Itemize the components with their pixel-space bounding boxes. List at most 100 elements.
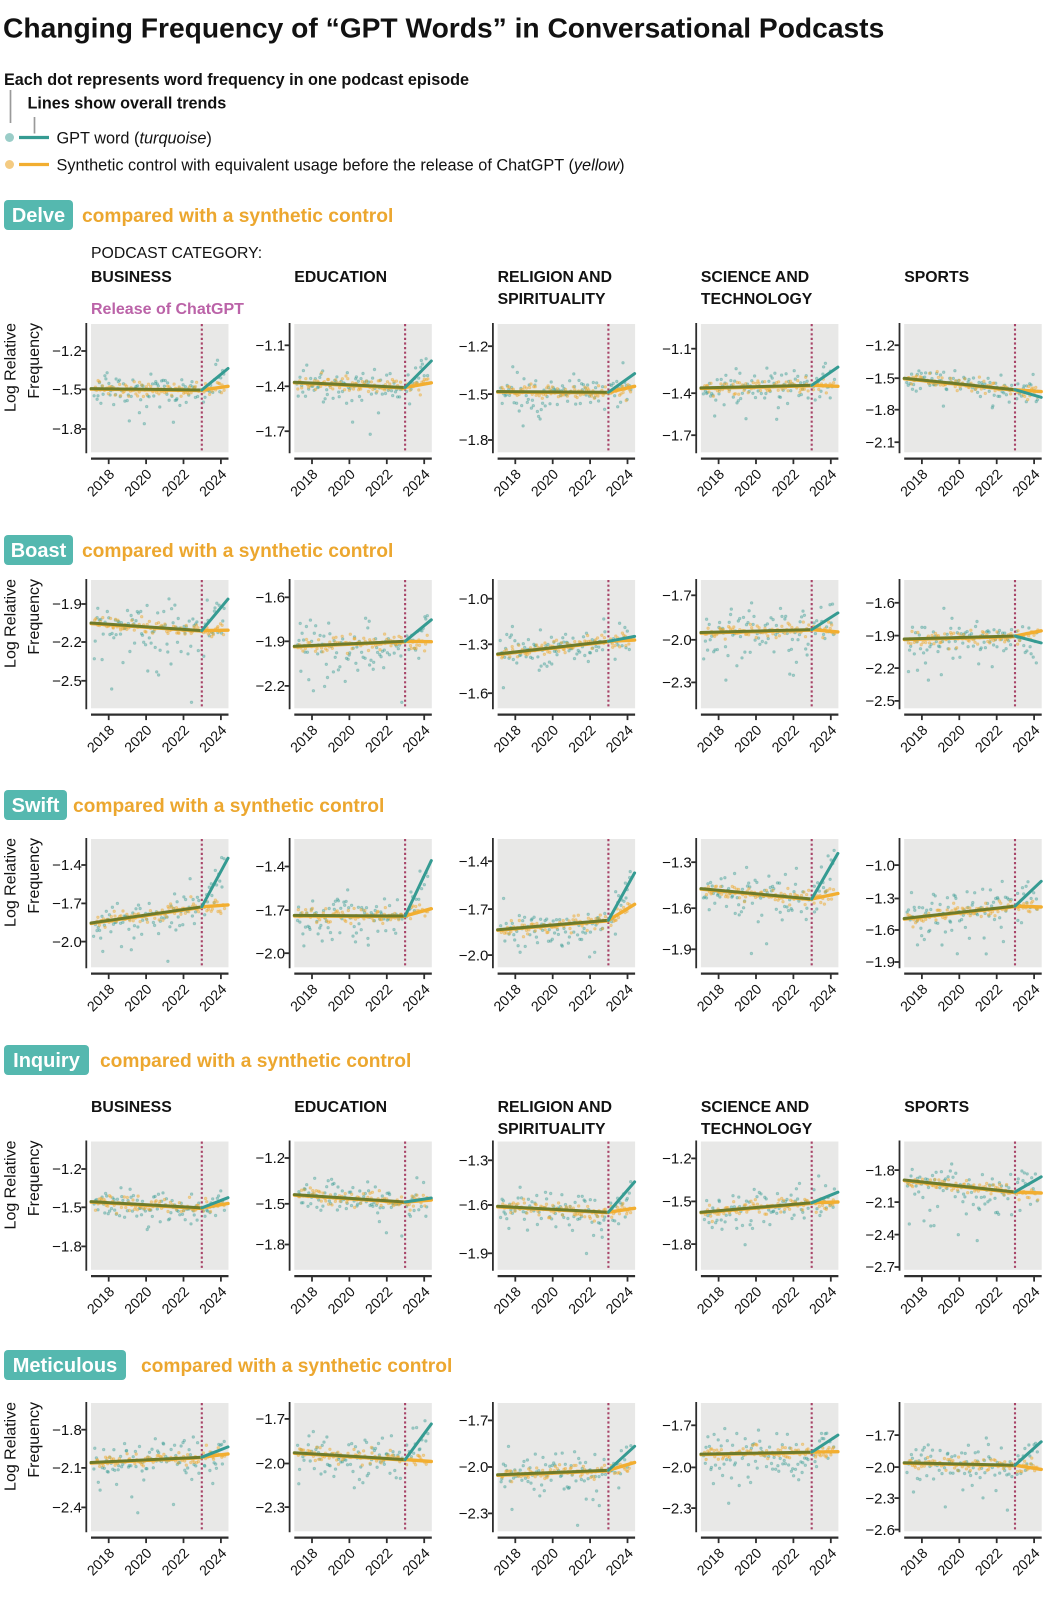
svg-text:2024: 2024 xyxy=(400,1546,434,1580)
svg-text:−1.2: −1.2 xyxy=(52,1161,82,1178)
svg-text:2020: 2020 xyxy=(122,723,156,757)
svg-text:2020: 2020 xyxy=(528,467,562,501)
svg-text:2022: 2022 xyxy=(769,1284,803,1318)
svg-text:2024: 2024 xyxy=(400,467,434,501)
svg-text:−1.3: −1.3 xyxy=(459,637,489,654)
svg-text:−1.5: −1.5 xyxy=(865,370,895,387)
svg-text:Log Relative: Log Relative xyxy=(3,579,20,668)
svg-text:2018: 2018 xyxy=(898,467,932,501)
svg-text:−2.3: −2.3 xyxy=(865,1490,895,1507)
svg-text:2022: 2022 xyxy=(769,723,803,757)
svg-text:2020: 2020 xyxy=(528,1546,562,1580)
svg-text:−2.6: −2.6 xyxy=(865,1522,895,1539)
svg-text:2024: 2024 xyxy=(197,1546,231,1580)
svg-text:2022: 2022 xyxy=(566,1546,600,1580)
svg-text:2022: 2022 xyxy=(159,982,193,1016)
svg-text:2018: 2018 xyxy=(898,982,932,1016)
svg-text:2018: 2018 xyxy=(491,982,525,1016)
svg-text:−2.1: −2.1 xyxy=(865,434,895,451)
svg-text:compared with a synthetic cont: compared with a synthetic control xyxy=(82,541,393,562)
svg-text:compared with a synthetic cont: compared with a synthetic control xyxy=(141,1356,452,1377)
svg-text:2018: 2018 xyxy=(84,982,118,1016)
svg-text:−1.4: −1.4 xyxy=(52,857,82,874)
svg-text:−1.3: −1.3 xyxy=(459,1153,489,1170)
svg-text:2022: 2022 xyxy=(362,723,396,757)
svg-text:2022: 2022 xyxy=(972,723,1006,757)
svg-text:−2.2: −2.2 xyxy=(865,660,895,677)
svg-text:SCIENCE AND: SCIENCE AND xyxy=(701,1099,809,1116)
svg-text:2020: 2020 xyxy=(528,982,562,1016)
svg-text:2018: 2018 xyxy=(84,723,118,757)
svg-text:2024: 2024 xyxy=(1010,982,1044,1016)
svg-text:compared with a synthetic cont: compared with a synthetic control xyxy=(100,1051,411,1072)
svg-text:Log Relative: Log Relative xyxy=(3,838,20,927)
svg-text:2024: 2024 xyxy=(603,982,637,1016)
svg-text:2020: 2020 xyxy=(732,982,766,1016)
svg-text:2018: 2018 xyxy=(491,467,525,501)
svg-text:−2.0: −2.0 xyxy=(52,934,82,951)
svg-text:Frequency: Frequency xyxy=(26,1141,43,1217)
svg-text:−2.3: −2.3 xyxy=(459,1506,489,1523)
svg-text:2018: 2018 xyxy=(288,723,322,757)
svg-text:−2.3: −2.3 xyxy=(662,675,692,692)
svg-text:2020: 2020 xyxy=(935,1284,969,1318)
svg-text:−2.0: −2.0 xyxy=(255,945,285,962)
svg-text:−1.8: −1.8 xyxy=(865,1162,895,1179)
svg-text:−1.8: −1.8 xyxy=(52,421,82,438)
svg-text:−1.9: −1.9 xyxy=(865,954,895,971)
svg-text:−1.9: −1.9 xyxy=(865,628,895,645)
svg-text:−2.1: −2.1 xyxy=(865,1194,895,1211)
svg-text:−1.7: −1.7 xyxy=(52,896,82,913)
svg-text:SPORTS: SPORTS xyxy=(904,269,969,286)
svg-text:2020: 2020 xyxy=(122,982,156,1016)
svg-text:−1.5: −1.5 xyxy=(459,386,489,403)
svg-text:−2.0: −2.0 xyxy=(662,1460,692,1477)
svg-text:2018: 2018 xyxy=(288,1284,322,1318)
svg-text:2024: 2024 xyxy=(1010,723,1044,757)
svg-text:2020: 2020 xyxy=(325,1284,359,1318)
svg-text:−1.1: −1.1 xyxy=(255,338,285,355)
svg-text:−1.6: −1.6 xyxy=(255,590,285,607)
svg-text:TECHNOLOGY: TECHNOLOGY xyxy=(701,291,813,308)
svg-text:−1.5: −1.5 xyxy=(52,382,82,399)
svg-text:2024: 2024 xyxy=(197,467,231,501)
svg-text:Swift: Swift xyxy=(12,795,60,817)
svg-text:2022: 2022 xyxy=(769,1546,803,1580)
svg-text:2018: 2018 xyxy=(491,1546,525,1580)
svg-text:−2.4: −2.4 xyxy=(52,1500,82,1517)
svg-text:2022: 2022 xyxy=(159,1546,193,1580)
svg-text:2020: 2020 xyxy=(935,467,969,501)
svg-text:2024: 2024 xyxy=(603,467,637,501)
svg-text:−1.7: −1.7 xyxy=(255,902,285,919)
svg-text:2018: 2018 xyxy=(491,1284,525,1318)
svg-text:2020: 2020 xyxy=(732,467,766,501)
svg-text:2020: 2020 xyxy=(325,982,359,1016)
svg-text:BUSINESS: BUSINESS xyxy=(91,269,172,286)
svg-text:Log Relative: Log Relative xyxy=(3,323,20,412)
svg-text:−1.6: −1.6 xyxy=(865,922,895,939)
svg-text:−1.6: −1.6 xyxy=(459,685,489,702)
svg-text:−2.5: −2.5 xyxy=(52,673,82,690)
svg-text:−1.0: −1.0 xyxy=(865,857,895,874)
svg-text:2018: 2018 xyxy=(898,723,932,757)
svg-text:Frequency: Frequency xyxy=(26,579,43,655)
svg-text:2018: 2018 xyxy=(491,723,525,757)
svg-text:2022: 2022 xyxy=(566,1284,600,1318)
svg-text:2020: 2020 xyxy=(528,1284,562,1318)
svg-text:2020: 2020 xyxy=(935,982,969,1016)
svg-text:2024: 2024 xyxy=(1010,467,1044,501)
svg-text:PODCAST CATEGORY:: PODCAST CATEGORY: xyxy=(91,245,262,262)
svg-text:2022: 2022 xyxy=(972,1546,1006,1580)
svg-text:2022: 2022 xyxy=(362,1284,396,1318)
svg-text:SPORTS: SPORTS xyxy=(904,1099,969,1116)
svg-text:−1.9: −1.9 xyxy=(255,634,285,651)
svg-text:−1.7: −1.7 xyxy=(865,1427,895,1444)
svg-text:Delve: Delve xyxy=(12,205,65,227)
svg-text:EDUCATION: EDUCATION xyxy=(294,1099,387,1116)
svg-text:GPT word (turquoise): GPT word (turquoise) xyxy=(57,130,212,148)
svg-text:−2.1: −2.1 xyxy=(52,1460,82,1477)
svg-text:−1.2: −1.2 xyxy=(662,1151,692,1168)
svg-text:−1.4: −1.4 xyxy=(255,379,285,396)
svg-text:−2.5: −2.5 xyxy=(865,693,895,710)
svg-text:−1.7: −1.7 xyxy=(255,1411,285,1428)
